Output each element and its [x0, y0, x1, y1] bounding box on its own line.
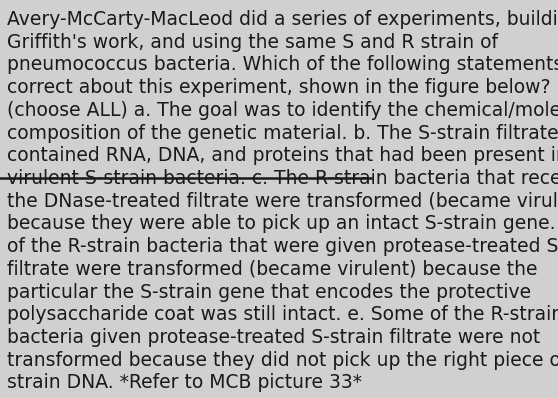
- Text: pneumococcus bacteria. Which of the following statements is: pneumococcus bacteria. Which of the foll…: [7, 55, 558, 74]
- Text: the DNase-treated filtrate were transformed (became virulent): the DNase-treated filtrate were transfor…: [7, 192, 558, 211]
- Text: of the R-strain bacteria that were given protease-treated S-strain: of the R-strain bacteria that were given…: [7, 237, 558, 256]
- Text: Avery-McCarty-MacLeod did a series of experiments, building on: Avery-McCarty-MacLeod did a series of ex…: [7, 10, 558, 29]
- Text: composition of the genetic material. b. The S-strain filtrate: composition of the genetic material. b. …: [7, 123, 558, 142]
- Text: particular the S-strain gene that encodes the protective: particular the S-strain gene that encode…: [7, 283, 531, 302]
- Text: because they were able to pick up an intact S-strain gene. d. All: because they were able to pick up an int…: [7, 215, 558, 233]
- Text: strain DNA. *Refer to MCB picture 33*: strain DNA. *Refer to MCB picture 33*: [7, 373, 362, 392]
- Text: virulent S-strain bacteria. c. The R-strain bacteria that received: virulent S-strain bacteria. c. The R-str…: [7, 169, 558, 188]
- Text: polysaccharide coat was still intact. e. Some of the R-strain: polysaccharide coat was still intact. e.…: [7, 305, 558, 324]
- Text: contained RNA, DNA, and proteins that had been present in the: contained RNA, DNA, and proteins that ha…: [7, 146, 558, 165]
- Text: transformed because they did not pick up the right piece of S-: transformed because they did not pick up…: [7, 351, 558, 370]
- Text: filtrate were transformed (became virulent) because the: filtrate were transformed (became virule…: [7, 260, 537, 279]
- Text: Griffith's work, and using the same S and R strain of: Griffith's work, and using the same S an…: [7, 33, 498, 52]
- Text: bacteria given protease-treated S-strain filtrate were not: bacteria given protease-treated S-strain…: [7, 328, 540, 347]
- Text: (choose ALL) a. The goal was to identify the chemical/molecular: (choose ALL) a. The goal was to identify…: [7, 101, 558, 120]
- Text: correct about this experiment, shown in the figure below?: correct about this experiment, shown in …: [7, 78, 550, 97]
